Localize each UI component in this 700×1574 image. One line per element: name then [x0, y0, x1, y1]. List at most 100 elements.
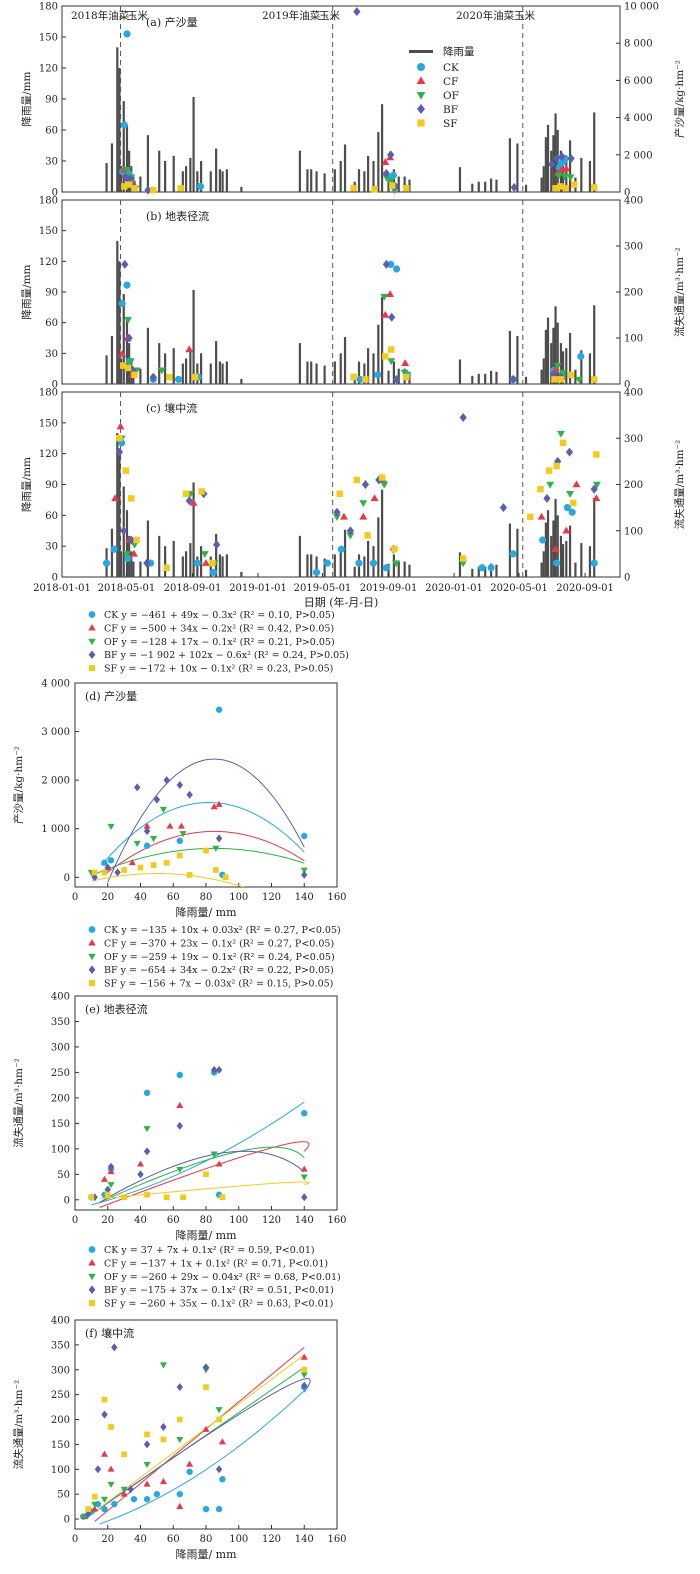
rain-bar [146, 327, 150, 384]
point-of [592, 481, 601, 489]
y-tick-label: 150 [39, 226, 58, 237]
y-tick-label: 180 [39, 2, 58, 13]
rain-bar [363, 556, 366, 577]
y-tick-label: 250 [51, 1390, 70, 1401]
fit-line-ck [100, 802, 305, 866]
x-tick-label: 100 [229, 1215, 248, 1226]
point-cf [551, 545, 560, 552]
point-sf [131, 371, 138, 379]
eq-legend-text: CK y = 37 + 7x + 0.1x² (R² = 0.59, P<0.0… [104, 1245, 315, 1256]
point-of [215, 1407, 223, 1414]
point-bf [134, 783, 141, 792]
rain-bar [556, 515, 559, 577]
point-bf [510, 182, 518, 192]
point-sf [160, 1436, 167, 1443]
eq-legend-text: SF y = −172 + 10x − 0.1x² (R² = 0.23, P>… [104, 664, 333, 675]
rain-bar [490, 370, 493, 384]
y2-tick-label: 0 [624, 188, 630, 199]
point-bf [333, 507, 341, 517]
point-sf [387, 346, 395, 353]
point-of [566, 174, 575, 182]
rain-bar [221, 363, 224, 384]
x-tick-label: 0 [72, 1215, 78, 1226]
season-label: 玉米 [127, 9, 148, 22]
rain-bar [110, 528, 114, 577]
point-bf [346, 526, 354, 536]
rain-bar [306, 361, 309, 384]
rain-bar [471, 375, 474, 384]
point-bf [387, 150, 395, 160]
eq-legend-text: OF y = −128 + 17x − 0.1x² (R² = 0.21, P>… [104, 637, 335, 648]
point-bf [137, 1170, 144, 1179]
point-ck [382, 564, 390, 572]
rain-bar [471, 183, 474, 192]
y-tick-label: 120 [39, 64, 58, 75]
x-tick-label: 0 [72, 892, 78, 903]
point-of [150, 836, 158, 843]
point-bf [127, 1485, 134, 1494]
point-bf [115, 447, 124, 457]
point-sf [567, 371, 575, 379]
rain-bar [508, 523, 512, 577]
rain-bar [139, 368, 142, 384]
panel-a: 0 30 60 90 120 150 180 0 2 000 4 000 6 000 8 000 10 … [20, 2, 686, 199]
y-axis-label: 降雨量/mm [20, 264, 33, 319]
point-ck [355, 559, 363, 567]
point-bf [567, 154, 575, 164]
eq-legend-marker-bf [88, 650, 96, 659]
point-cf [166, 822, 174, 829]
point-cf [300, 1165, 308, 1172]
rain-bar [524, 376, 528, 384]
point-bf [459, 412, 467, 422]
y-tick-label: 400 [51, 1316, 70, 1327]
y-tick-label: 200 [51, 1415, 70, 1426]
point-bf [94, 1465, 102, 1474]
panel-e: CK y = −135 + 10x + 0.03x² (R² = 0.27, P… [12, 925, 347, 1242]
point-cf [537, 512, 546, 520]
y-tick-label: 0 [64, 873, 70, 884]
rain-bar [139, 176, 142, 192]
point-of [300, 867, 308, 874]
panel-d: CK y = −461 + 49x − 0.3x² (R² = 0.10, P>… [12, 610, 349, 919]
y-tick-label: 400 [51, 992, 70, 1003]
y-tick-label: 100 [51, 1144, 70, 1155]
point-sf [198, 488, 205, 495]
y2-tick-label: 0 [624, 573, 630, 584]
rain-bar [544, 522, 547, 577]
point-sf [551, 376, 558, 383]
rain-bar [122, 294, 125, 384]
point-cf [202, 1425, 210, 1432]
rain-bar [158, 150, 161, 192]
y-tick-label: 2 000 [41, 776, 70, 787]
point-sf [459, 555, 467, 562]
y-tick-label: 3 000 [41, 727, 70, 738]
rain-bar [172, 541, 175, 577]
eq-legend-text: OF y = −260 + 29x − 0.04x² (R² = 0.68, P… [104, 1272, 341, 1283]
y-tick-label: 50 [57, 1170, 70, 1181]
rain-bar [392, 169, 395, 192]
point-of [554, 172, 563, 180]
point-ck [123, 30, 131, 38]
y2-tick-label: 300 [624, 242, 643, 253]
point-sf [382, 353, 389, 360]
point-ck [215, 1505, 223, 1513]
point-bf [185, 496, 193, 506]
point-bf [565, 447, 574, 457]
point-bf [101, 1410, 108, 1419]
point-bf [107, 1162, 115, 1171]
point-ck [176, 1071, 183, 1079]
rain-bar [118, 68, 121, 192]
legend-label: CK [443, 62, 459, 74]
rain-bar [484, 566, 487, 577]
y-tick-label: 300 [51, 1042, 70, 1053]
fit-line-bf [107, 758, 305, 883]
rain-bar [387, 178, 390, 192]
rain-bar [343, 336, 347, 384]
point-sf [570, 499, 577, 507]
rain-bar [397, 368, 400, 384]
rain-bar [298, 535, 302, 577]
x-tick-label: 60 [167, 1215, 180, 1226]
rain-bar [568, 332, 572, 384]
y2-tick-label: 8 000 [624, 39, 653, 50]
point-sf [353, 476, 361, 484]
